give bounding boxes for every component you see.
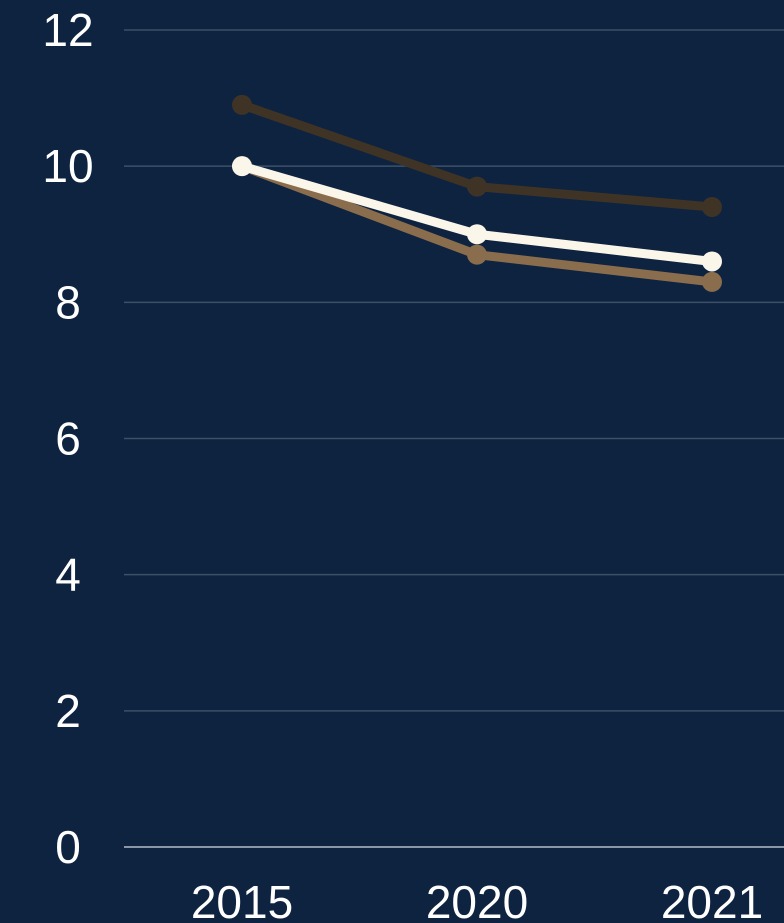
y-tick-label: 8 [55,276,81,328]
y-tick-label: 4 [55,549,81,601]
series-lines [232,94,722,292]
data-point [702,251,722,272]
y-tick-label: 2 [55,685,81,737]
x-tick-label: 2020 [426,876,528,923]
y-tick-label: 0 [55,821,81,873]
data-point [232,156,252,177]
data-point [702,197,722,218]
x-tick-label: 2021 [661,876,763,923]
x-tick-label: 2015 [191,876,293,923]
data-point [467,224,487,245]
data-point [702,271,722,292]
series-3 [232,156,722,272]
y-axis-tick-labels: 0 2 4 6 8 10 12 [42,4,93,873]
y-tick-label: 12 [42,4,93,56]
y-tick-label: 10 [42,140,93,192]
y-tick-label: 6 [55,413,81,465]
data-point [467,244,487,265]
data-point [467,176,487,197]
grid-lines [124,29,784,848]
series-1 [232,94,722,218]
x-axis-tick-labels: 2015 2020 2021 [191,876,763,923]
data-point [232,94,252,115]
series-2 [232,156,722,292]
